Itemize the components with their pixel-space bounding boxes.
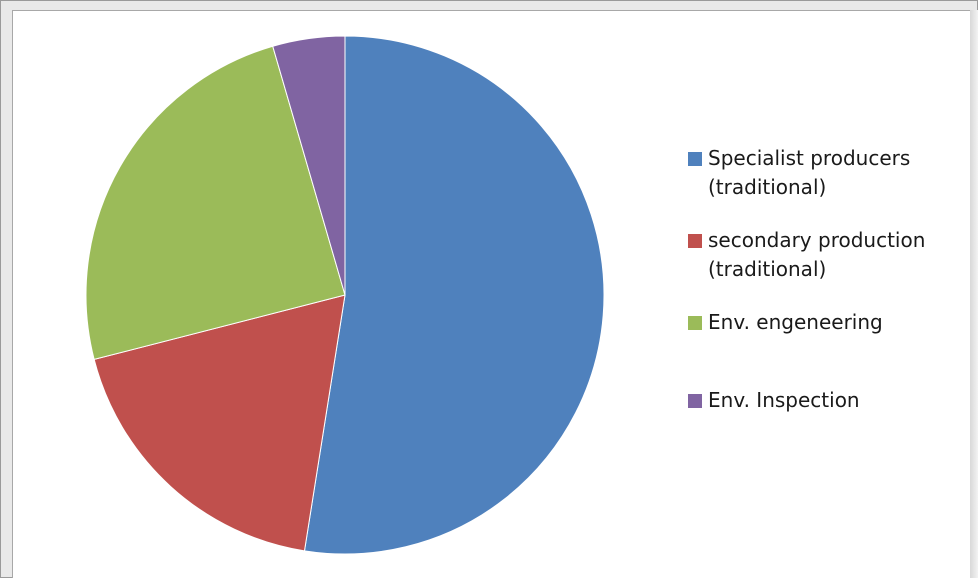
pie-slice-env-engeneering bbox=[85, 45, 346, 361]
legend-item-env-engeneering: Env. engeneering bbox=[688, 308, 883, 337]
pie-slice-secondary-production bbox=[93, 294, 346, 552]
pie-slice-env-inspection bbox=[272, 35, 346, 296]
legend-swatch-purple bbox=[688, 394, 702, 408]
legend-label: secondary production (traditional) bbox=[708, 228, 926, 281]
legend-item-secondary-production: secondary production (traditional) bbox=[688, 226, 925, 284]
legend-label: Env. engeneering bbox=[708, 310, 883, 334]
pie-slices bbox=[85, 35, 605, 555]
legend-swatch-green bbox=[688, 316, 702, 330]
legend-swatch-red bbox=[688, 234, 702, 248]
legend-label: Specialist producers (traditional) bbox=[708, 146, 911, 199]
legend-item-env-inspection: Env. Inspection bbox=[688, 386, 860, 415]
legend-swatch-blue bbox=[688, 152, 702, 166]
legend-label: Env. Inspection bbox=[708, 388, 860, 412]
window-edge bbox=[970, 10, 978, 578]
pie-slice-specialist-producers bbox=[303, 35, 605, 555]
legend-item-specialist-producers: Specialist producers (traditional) bbox=[688, 144, 910, 202]
